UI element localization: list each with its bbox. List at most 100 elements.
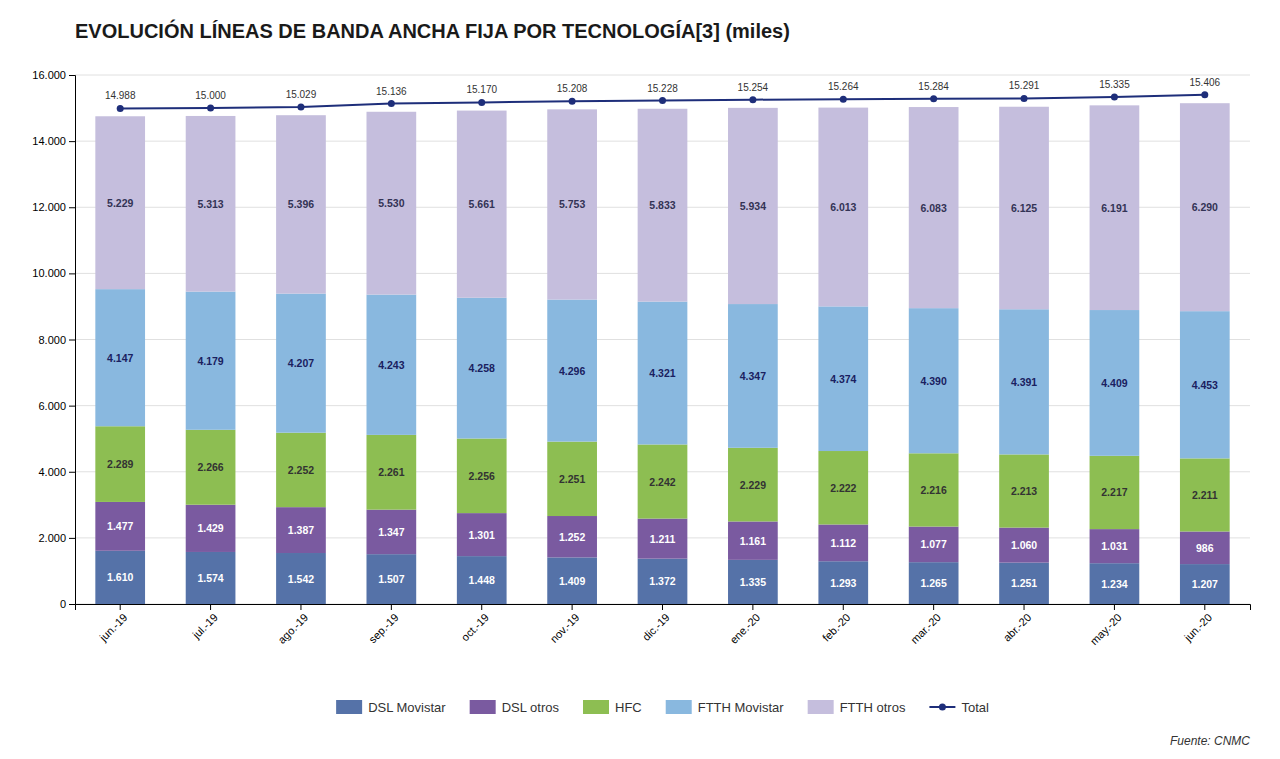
bar-label: 1.347 xyxy=(378,526,404,538)
x-tick-mark xyxy=(300,604,301,610)
bar xyxy=(1090,310,1140,456)
x-tick-label: nov.-19 xyxy=(548,611,582,645)
bar xyxy=(186,116,236,292)
line-marker xyxy=(388,100,395,107)
line-marker xyxy=(117,105,124,112)
bar xyxy=(638,302,688,445)
y-tick-label: 12.000 xyxy=(32,201,66,213)
line-marker xyxy=(1021,95,1028,102)
bar-label: 1.429 xyxy=(197,522,223,534)
bar-label: 1.211 xyxy=(650,533,676,545)
x-tick: ago.-19 xyxy=(275,604,310,646)
bar xyxy=(547,300,597,442)
bar-label: 5.753 xyxy=(559,198,585,210)
bar-label: 4.258 xyxy=(469,362,495,374)
bar-label: 2.261 xyxy=(378,466,404,478)
line-marker xyxy=(569,98,576,105)
bar-label: 5.313 xyxy=(197,198,223,210)
legend-swatch xyxy=(583,700,609,714)
bar xyxy=(818,108,868,307)
bar xyxy=(818,306,868,451)
legend-label: Total xyxy=(961,700,989,715)
bar xyxy=(638,444,688,518)
line-marker xyxy=(297,104,304,111)
line-label: 15.406 xyxy=(1190,77,1221,88)
bar xyxy=(728,521,778,559)
bar xyxy=(95,426,145,502)
bar-label: 5.833 xyxy=(649,199,675,211)
bar-label: 1.335 xyxy=(740,576,766,588)
bar xyxy=(366,112,416,295)
bar-label: 1.293 xyxy=(830,577,856,589)
x-tick: may.-20 xyxy=(1088,604,1124,647)
bar xyxy=(818,451,868,524)
x-tick-label: oct.-19 xyxy=(459,611,491,643)
bar xyxy=(457,298,507,439)
legend-swatch xyxy=(808,700,834,714)
bar-label: 2.213 xyxy=(1011,485,1037,497)
line-label: 15.284 xyxy=(918,81,949,92)
legend-item: Total xyxy=(929,700,989,715)
line-label: 15.208 xyxy=(557,83,588,94)
title: EVOLUCIÓN LÍNEAS DE BANDA ANCHA FIJA POR… xyxy=(75,19,790,42)
y-tick-mark xyxy=(69,472,75,473)
bar xyxy=(276,433,326,507)
x-tick-mark xyxy=(120,604,121,610)
line-marker xyxy=(478,99,485,106)
x-tick-label: may.-20 xyxy=(1088,611,1124,647)
bar xyxy=(1090,563,1140,604)
x-tick-mark xyxy=(1204,604,1205,610)
grid-line xyxy=(75,75,1250,76)
x-tick-label: jun.-19 xyxy=(97,611,130,644)
bar-label: 5.934 xyxy=(740,200,766,212)
bar xyxy=(547,442,597,516)
bar-label: 5.661 xyxy=(469,198,495,210)
x-axis-line xyxy=(76,605,1251,611)
bar-label: 4.243 xyxy=(378,359,404,371)
y-tick-mark xyxy=(69,604,75,605)
y-tick: 6.000 xyxy=(38,400,75,412)
x-tick-mark xyxy=(1114,604,1115,610)
marks xyxy=(95,91,1229,604)
data-labels: 1.6101.5741.5421.5071.4481.4091.3721.335… xyxy=(105,77,1221,590)
line-marker xyxy=(930,95,937,102)
bar xyxy=(638,559,688,604)
bar-label: 2.266 xyxy=(197,461,223,473)
line-marker xyxy=(840,96,847,103)
bar-label: 1.409 xyxy=(559,575,585,587)
x-tick-label: ago.-19 xyxy=(275,611,310,646)
line-label: 15.291 xyxy=(1009,80,1040,91)
bar xyxy=(366,295,416,435)
bar xyxy=(909,308,959,453)
grid xyxy=(75,75,1250,604)
bar-label: 4.296 xyxy=(559,365,585,377)
bar xyxy=(366,554,416,604)
bar-label: 1.610 xyxy=(107,571,133,583)
bar-label: 1.507 xyxy=(378,573,404,585)
bar xyxy=(547,516,597,557)
bar xyxy=(1090,529,1140,563)
bar-label: 1.542 xyxy=(288,573,314,585)
bar-label: 1.207 xyxy=(1192,578,1218,590)
bar-label: 5.396 xyxy=(288,198,314,210)
legend: DSL MovistarDSL otrosHFCFTTH MovistarFTT… xyxy=(336,700,989,715)
x-tick: jun.-20 xyxy=(1181,604,1214,644)
legend-label: FTTH otros xyxy=(840,700,906,715)
bar-label: 1.112 xyxy=(830,537,856,549)
bar xyxy=(186,505,236,552)
bar xyxy=(909,527,959,563)
legend-label: DSL otros xyxy=(502,700,560,715)
bar-label: 1.060 xyxy=(1011,539,1037,551)
bar-label: 1.301 xyxy=(469,529,495,541)
line-marker xyxy=(207,105,214,112)
y-tick-label: 10.000 xyxy=(32,267,66,279)
line-marker xyxy=(1111,93,1118,100)
x-tick-mark xyxy=(933,604,934,610)
bar-label: 6.290 xyxy=(1192,201,1218,213)
x-tick-label: feb.-20 xyxy=(820,611,853,644)
bar xyxy=(1180,458,1230,531)
bar-label: 4.321 xyxy=(649,367,675,379)
y-tick-mark xyxy=(69,141,75,142)
y-tick: 2.000 xyxy=(38,532,75,544)
x-tick-label: ene.-20 xyxy=(727,611,762,646)
